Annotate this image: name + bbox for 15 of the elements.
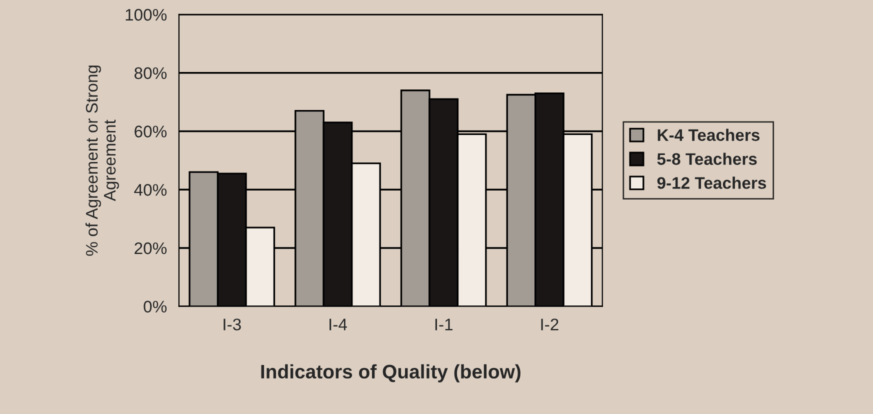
y-tick-label: 0% [144, 300, 167, 313]
legend-label: 5-8 Teachers [657, 152, 757, 165]
x-tick-label: I-4 [330, 318, 347, 330]
x-tick-label: I-2 [541, 318, 558, 330]
y-tick-label: 20% [134, 242, 167, 254]
x-axis-title: Indicators of Quality (below) [261, 364, 520, 382]
y-tick-label: 40% [134, 184, 167, 196]
legend-label: 9-12 Teachers [657, 176, 766, 189]
y-axis-title: % of Agreement or Strong Agreement [86, 66, 119, 256]
legend-label: K-4 Teachers [658, 128, 760, 141]
y-tick-label: 80% [134, 67, 167, 80]
y-tick-label: 60% [134, 126, 167, 138]
x-tick-label: I-1 [435, 318, 453, 330]
y-tick-label: 100% [126, 8, 167, 21]
x-tick-label: I-3 [224, 318, 241, 330]
